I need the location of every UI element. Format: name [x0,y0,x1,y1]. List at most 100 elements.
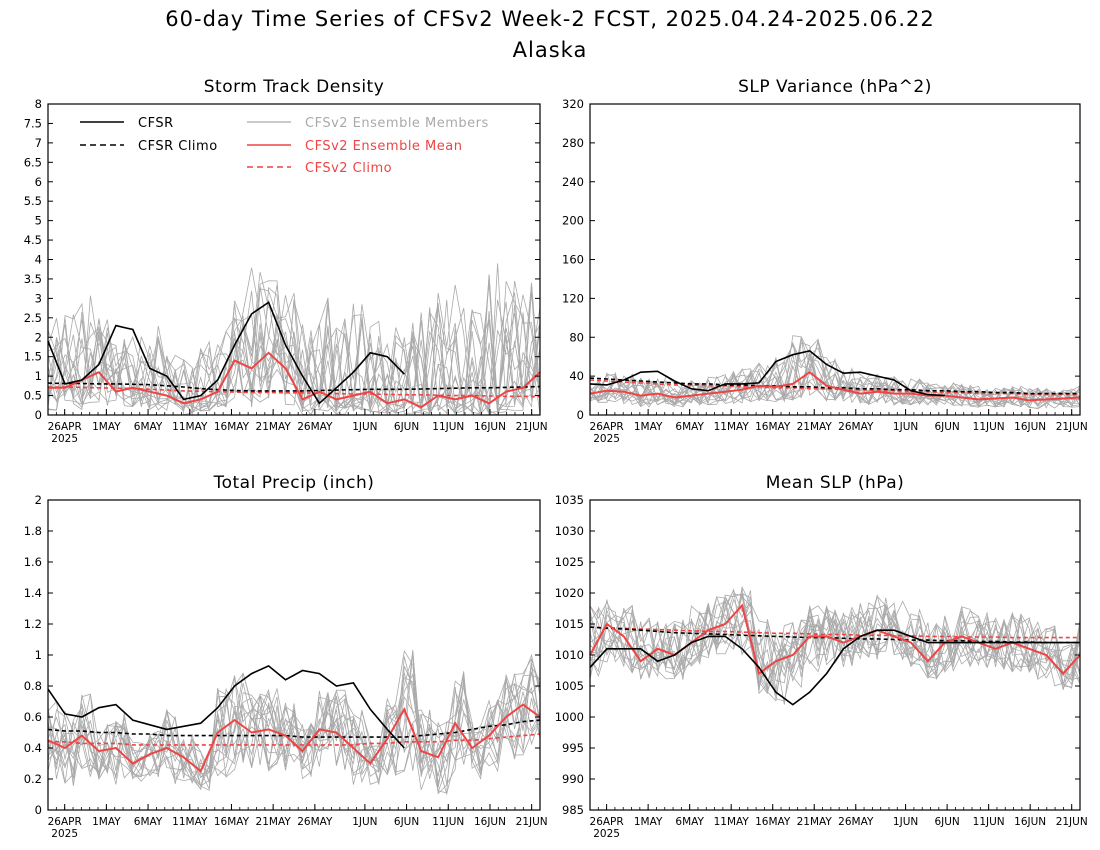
x-tick-label: 1MAY [634,816,663,828]
ensemble-mean-line [48,351,541,409]
y-tick-label: 995 [562,741,584,755]
x-tick-label: 21JUN [516,816,548,828]
x-tick-label: 21MAY [256,816,292,828]
y-tick-label: 1015 [555,617,584,631]
ensemble-member-line [590,364,1080,408]
y-tick-label: 8 [35,97,42,111]
x-tick-label: 6JUN [394,816,419,828]
y-tick-label: 1025 [555,555,584,569]
ensemble-member-line [590,342,1080,410]
y-tick-label: 1.2 [24,617,42,631]
y-tick-label: 1.5 [24,350,42,364]
y-tick-label: 1020 [555,586,584,600]
x-tick-label: 26MAY [297,421,333,433]
chart-panel-1: Storm Track Density 0 0.5 1 1.5 2 2.5 3 3.5 4 4.5 5… [24,77,548,445]
y-tick-label: 5 [35,214,42,228]
ensemble-member-line [48,292,540,414]
x-tick-label: 21JUN [1056,421,1088,433]
y-tick-label: 1.4 [24,586,42,600]
x-tick-label: 11JUN [973,816,1005,828]
x-tick-label: 11MAY [714,421,750,433]
y-tick-label: 120 [562,291,584,305]
cfsv2-climo-line [48,733,541,746]
x-tick-label: 26MAY [838,816,874,828]
cfsr-line [47,301,405,405]
chart-title: Mean SLP (hPa) [766,473,905,493]
y-tick-label: 6.5 [24,155,42,169]
y-tick-label: 240 [562,175,584,189]
x-tick-label: 16MAY [214,816,250,828]
figure-title: 60-day Time Series of CFSv2 Week-2 FCST,… [165,7,934,31]
x-tick-label: 6JUN [394,421,419,433]
chart-panel-4: Mean SLP (hPa) 985 990 995 1000 1005 1010 1015 1… [555,473,1088,840]
ensemble-member-line [48,689,540,790]
chart-title: Storm Track Density [204,77,385,97]
chart-title: SLP Variance (hPa^2) [738,77,932,97]
ensemble-member-line [48,284,540,415]
y-tick-label: 40 [569,369,584,383]
x-tick-label: 1JUN [893,816,918,828]
x-tick-label: 16JUN [474,816,506,828]
x-tick-label: 11MAY [714,816,750,828]
y-tick-label: 0.8 [24,679,42,693]
cfsr-line [589,350,945,397]
cfsr-climo-line [47,719,541,738]
y-tick-label: 0.6 [24,710,42,724]
x-tick-label: 26MAY [838,421,874,433]
x-tick-label: 21JUN [516,421,548,433]
x-tick-label: 11MAY [172,421,208,433]
x-year-label: 2025 [51,828,78,840]
x-tick-label: 1MAY [92,421,121,433]
y-tick-label: 1.8 [24,524,42,538]
y-tick-label: 990 [562,772,584,786]
chart-panel-3: Total Precip (inch) 0 0.2 0.4 0.6 0.8 1 1.2 1.4 1… [24,473,548,840]
legend-mean-label: CFSv2 Ensemble Mean [305,139,462,154]
x-tick-label: 21MAY [797,421,833,433]
y-tick-label: 5.5 [24,194,42,208]
y-tick-label: 320 [562,97,584,111]
ensemble-member-line [48,274,540,415]
ensemble-member-line [590,354,1080,409]
y-tick-label: 200 [562,214,584,228]
legend-members-label: CFSv2 Ensemble Members [305,116,489,131]
cfsr-line [589,629,1080,706]
y-tick-label: 0 [35,408,42,422]
ensemble-members [48,649,540,796]
y-tick-label: 7 [35,136,42,150]
x-tick-label: 11MAY [172,816,208,828]
ensemble-member-line [48,656,540,795]
x-tick-label: 21MAY [797,816,833,828]
y-tick-label: 1000 [555,710,584,724]
x-tick-label: 16MAY [214,421,250,433]
x-tick-label: 1JUN [893,421,918,433]
cfsv2-climo-line [589,379,1080,396]
cfsv2-climo-line [48,386,541,398]
y-tick-label: 1010 [555,648,584,662]
x-tick-label: 11JUN [973,421,1005,433]
x-tick-label: 26APR [590,421,624,433]
y-tick-label: 0 [35,803,42,817]
cfsr-line [47,664,405,749]
x-year-label: 2025 [593,433,620,445]
ensemble-member-line [590,356,1080,409]
x-tick-label: 26MAY [297,816,333,828]
ensemble-mean-line [589,603,1081,676]
x-tick-label: 6JUN [934,816,959,828]
ensemble-member-line [48,649,540,796]
x-tick-label: 21JUN [1056,816,1088,828]
y-tick-label: 4 [35,253,42,267]
x-tick-label: 16JUN [1014,816,1046,828]
cfsr-climo-line [47,382,541,392]
x-tick-label: 16MAY [755,421,791,433]
y-tick-label: 0.5 [24,389,42,403]
y-tick-label: 1.6 [24,555,42,569]
ensemble-members [590,585,1080,705]
y-tick-label: 1035 [555,493,584,507]
y-tick-label: 80 [569,330,584,344]
ensemble-member-line [48,672,540,786]
y-tick-label: 160 [562,253,584,267]
ensemble-member-line [48,658,540,791]
ensemble-member-line [48,280,540,415]
y-tick-label: 3 [35,291,42,305]
